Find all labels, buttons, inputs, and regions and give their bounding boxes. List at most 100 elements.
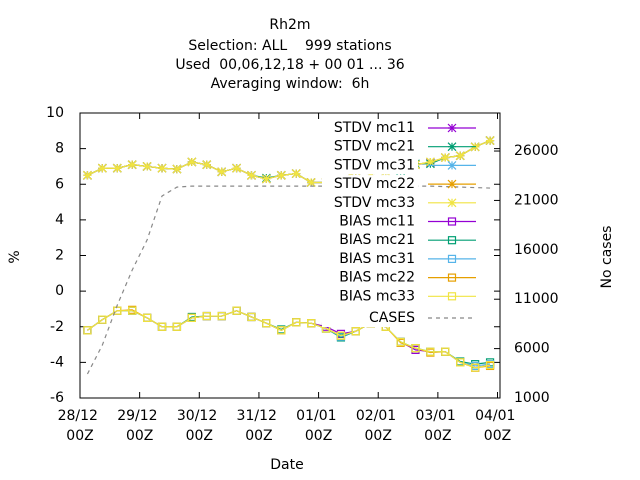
- data-point: [262, 319, 271, 328]
- y-tick-label: 0: [55, 283, 64, 299]
- legend-bg: [322, 156, 418, 175]
- data-point: [172, 322, 182, 331]
- x-tick-label: 29/12 00Z: [117, 408, 162, 444]
- series-line: [86, 185, 491, 375]
- y-tick-label: 4: [55, 212, 64, 228]
- data-point: [276, 170, 286, 180]
- data-point: [98, 315, 107, 324]
- x-tick-label: 03/01 00Z: [415, 408, 460, 444]
- data-point: [291, 169, 301, 178]
- data-point: [217, 311, 226, 321]
- y-tick-label: 8: [55, 141, 64, 157]
- y2-tick-label: 11000: [514, 291, 559, 307]
- data-point: [202, 160, 212, 170]
- data-point: [172, 164, 182, 174]
- legend-label: STDV mc11: [334, 120, 415, 136]
- subtitle: Used 00,06,12,18 + 00 01 ... 36: [175, 57, 404, 73]
- legend-bg: [322, 249, 418, 268]
- data-point: [455, 151, 465, 161]
- legend-marker: [447, 217, 457, 226]
- data-point: [247, 170, 256, 180]
- legend-bg: [322, 119, 418, 137]
- data-point: [485, 360, 495, 370]
- y-axis-label: %: [7, 250, 23, 263]
- y2-tick-label: 26000: [514, 143, 559, 159]
- legend-label: BIAS mc31: [339, 251, 415, 267]
- data-point: [112, 163, 122, 173]
- data-point: [113, 306, 122, 315]
- data-point: [277, 326, 286, 335]
- data-point: [247, 312, 256, 322]
- y-tick-label: -2: [50, 319, 64, 335]
- legend-bg: [322, 175, 418, 194]
- legend-bg: [322, 193, 418, 212]
- data-point: [411, 344, 420, 353]
- y2-tick-label: 21000: [514, 192, 559, 208]
- data-point: [396, 337, 405, 346]
- legend-bg: [322, 231, 418, 250]
- legend-label: BIAS mc21: [339, 232, 415, 248]
- legend-marker: [447, 236, 457, 245]
- data-point: [441, 347, 450, 356]
- data-point: [440, 153, 450, 162]
- legend-bg: [322, 287, 418, 306]
- data-point: [143, 313, 152, 322]
- y2-tick-label: 6000: [514, 341, 550, 357]
- data-point: [127, 160, 137, 170]
- data-point: [83, 326, 92, 335]
- x-axis-label: Date: [270, 457, 303, 473]
- subtitle: Averaging window: 6h: [211, 76, 370, 92]
- legend-bg: [322, 212, 418, 231]
- data-point: [187, 157, 197, 167]
- data-point: [456, 358, 465, 367]
- legend-label: STDV mc22: [334, 176, 415, 192]
- data-point: [187, 313, 196, 322]
- y-tick-label: 2: [55, 248, 64, 264]
- chart-title: Rh2m: [269, 17, 310, 33]
- legend-label: BIAS mc33: [339, 288, 415, 304]
- data-point: [471, 363, 480, 372]
- data-point: [336, 331, 346, 340]
- legend-marker: [447, 254, 457, 263]
- y2-tick-label: 1000: [514, 390, 550, 406]
- data-point: [232, 163, 241, 173]
- x-tick-label: 30/12 00Z: [177, 408, 222, 444]
- x-tick-label: 01/01 00Z: [296, 408, 341, 444]
- data-point: [157, 322, 167, 331]
- plot-border: [79, 112, 501, 399]
- series-line: [87, 140, 491, 184]
- legend-bg: [322, 137, 418, 156]
- legend-label: CASES: [369, 310, 415, 326]
- x-tick-label: 28/12 00Z: [58, 408, 103, 444]
- x-tick-label: 31/12 00Z: [237, 408, 282, 444]
- data-point: [307, 319, 316, 328]
- data-point: [217, 167, 227, 177]
- legend-label: STDV mc33: [334, 195, 415, 211]
- y-tick-label: -4: [50, 354, 64, 370]
- x-tick-label: 04/01 00Z: [475, 408, 520, 444]
- data-point: [202, 311, 211, 321]
- legend-marker: [447, 179, 457, 189]
- x-tick-label: 02/01 00Z: [356, 408, 401, 444]
- legend-bg: [322, 268, 418, 287]
- data-point: [306, 178, 316, 187]
- legend-label: STDV mc31: [334, 157, 415, 173]
- data-point: [97, 163, 107, 173]
- y2-tick-label: 16000: [514, 242, 559, 258]
- legend-marker: [447, 292, 457, 301]
- data-point: [128, 306, 137, 315]
- y-tick-label: 6: [55, 176, 64, 192]
- data-point: [426, 347, 435, 356]
- data-point: [142, 162, 152, 171]
- legend-marker: [447, 123, 457, 133]
- data-point: [157, 163, 167, 173]
- y-tick-label: 10: [46, 105, 64, 121]
- data-point: [83, 170, 92, 180]
- series-line: [87, 310, 491, 369]
- data-point: [232, 306, 241, 315]
- legend-label: BIAS mc22: [339, 270, 415, 286]
- legend-marker: [447, 198, 457, 208]
- subtitle: Selection: ALL 999 stations: [188, 38, 391, 54]
